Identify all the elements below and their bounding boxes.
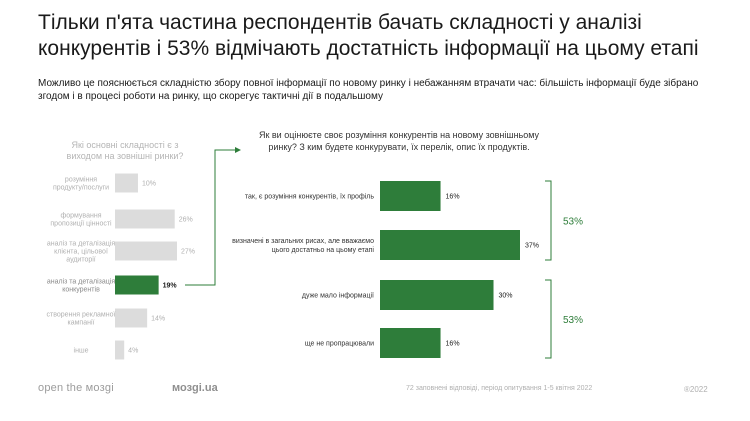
left-bar-0 bbox=[115, 173, 138, 193]
left-bar-3 bbox=[115, 275, 159, 295]
left-value-label-1: 26% bbox=[179, 217, 193, 224]
left-bar-1 bbox=[115, 209, 175, 229]
left-bar-4 bbox=[115, 308, 148, 328]
page-title: Тільки п'ята частина респондентів бачать… bbox=[38, 11, 699, 60]
survey-note: 72 заповнені відповіді, період опитуванн… bbox=[406, 385, 593, 392]
left-value-label-5: 4% bbox=[128, 348, 138, 355]
brand-logo-open-the-mozgi: open the мозgi bbox=[38, 382, 114, 394]
right-category-label-0: так, є розуміння конкурентів, їх профіль bbox=[245, 193, 374, 201]
left-category-label-2: аналіз та деталізація клієнта, цільової ау… bbox=[47, 240, 115, 264]
left-bar-5 bbox=[115, 340, 125, 360]
left-chart-question: Які основні складності є з виходом на зо… bbox=[66, 140, 184, 161]
right-bar-2 bbox=[380, 280, 494, 310]
left-value-label-3: 19% bbox=[163, 283, 178, 290]
left-value-label-2: 27% bbox=[181, 249, 195, 256]
left-bar-2 bbox=[115, 241, 177, 261]
left-value-label-4: 14% bbox=[151, 316, 165, 323]
right-value-label-0: 16% bbox=[446, 194, 460, 201]
copyright-year: ®2022 bbox=[684, 385, 708, 394]
left-category-label-1: формування пропозиції цінності bbox=[50, 213, 112, 228]
right-bar-0 bbox=[380, 181, 441, 211]
page-subtitle: Можливо це пояснюється складністю збору … bbox=[38, 78, 699, 102]
left-category-label-4: створення рекламної кампанії bbox=[47, 312, 116, 327]
left-category-label-0: розуміння продукту/послуги bbox=[53, 176, 109, 192]
left-category-label-3: аналіз та деталізація конкурентів bbox=[47, 278, 115, 294]
bracket-label-0: 53% bbox=[563, 217, 583, 228]
brand-logo-mozgi-ua: мозgi.ua bbox=[172, 382, 218, 394]
right-category-label-2: дуже мало інформації bbox=[302, 292, 374, 300]
bracket-label-1: 53% bbox=[563, 315, 583, 326]
right-category-label-3: ще не пропрацювали bbox=[305, 341, 374, 348]
right-bar-3 bbox=[380, 328, 441, 358]
right-value-label-1: 37% bbox=[525, 243, 539, 250]
right-value-label-3: 16% bbox=[446, 341, 460, 348]
left-category-label-5: інше bbox=[74, 347, 89, 355]
right-category-label-1: визначені в загальних рисах, але вважаєм… bbox=[232, 237, 374, 254]
right-bar-1 bbox=[380, 230, 520, 260]
connector-arrow-head bbox=[235, 147, 241, 153]
right-value-label-2: 30% bbox=[499, 293, 513, 300]
right-chart-question: Як ви оцінюєте своє розуміння конкуренті… bbox=[258, 130, 540, 152]
left-value-label-0: 10% bbox=[142, 181, 156, 188]
connector-line bbox=[185, 149, 235, 286]
bracket-line-0 bbox=[545, 180, 552, 261]
bracket-line-1 bbox=[545, 279, 552, 359]
